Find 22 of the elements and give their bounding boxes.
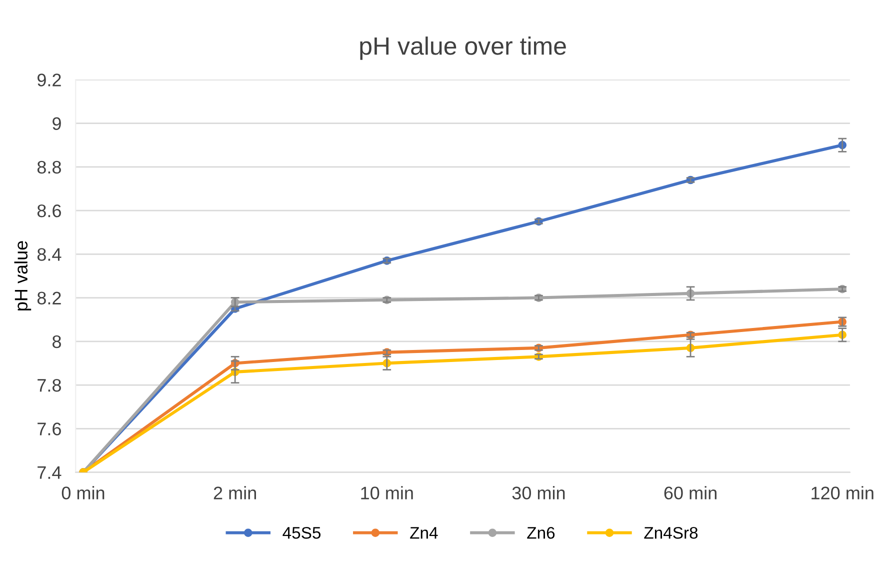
- y-tick-label: 7.4: [38, 466, 62, 479]
- x-tick-label: 10 min: [361, 486, 413, 500]
- y-tick-label: 7.6: [38, 422, 61, 436]
- legend-label: Zn4: [410, 527, 438, 539]
- x-tick-label: 120 min: [812, 486, 874, 500]
- y-axis-title: pH value: [14, 241, 32, 310]
- legend-label: Zn4Sr8: [644, 526, 698, 539]
- y-tick-label: 9.2: [38, 74, 61, 86]
- y-tick-label: 8: [52, 335, 61, 348]
- x-tick-label: 0 min: [62, 486, 104, 500]
- y-tick-label: 8.2: [37, 292, 61, 304]
- y-tick-label: 8.4: [37, 248, 62, 261]
- x-tick-label: 60 min: [664, 486, 716, 500]
- x-tick-label: 30 min: [512, 486, 565, 500]
- chart-title: pH value over time: [360, 36, 566, 60]
- legend-label: Zn6: [527, 526, 555, 539]
- x-tick-label: 2 min: [214, 486, 256, 500]
- y-tick-label: 9: [52, 117, 61, 130]
- y-tick-label: 8.6: [37, 204, 61, 218]
- legend-label: 45S5: [282, 526, 321, 539]
- y-tick-label: 8.8: [37, 160, 61, 174]
- y-tick-label: 7.8: [38, 378, 61, 392]
